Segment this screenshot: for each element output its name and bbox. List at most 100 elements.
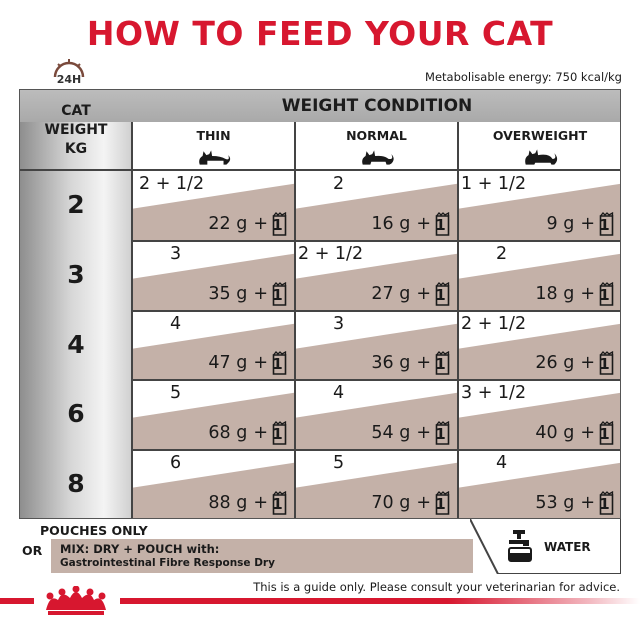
- pouch-wrap: 1: [597, 351, 614, 376]
- wet-amount: 68 g +1: [208, 421, 287, 445]
- ration-band: [132, 392, 295, 451]
- pouch-wrap: 1: [597, 281, 614, 306]
- pouch-icon: [435, 490, 450, 515]
- column-header-label: THIN: [196, 128, 231, 143]
- dry-amount: 4: [333, 383, 345, 404]
- cat-thin-icon: [198, 150, 230, 165]
- pouch-icon: [435, 281, 450, 306]
- pouch-wrap: 1: [433, 351, 450, 376]
- pouch-wrap: 1: [433, 281, 450, 306]
- pouch-count: 1: [599, 355, 610, 374]
- pouch-icon: [272, 421, 287, 445]
- pouch-wrap: 1: [433, 490, 450, 515]
- wet-grams: 47 g: [208, 353, 248, 374]
- plus-sign: +: [253, 353, 268, 374]
- column-header-overweight: OVERWEIGHT: [458, 122, 620, 170]
- pouch-icon: [272, 490, 287, 515]
- pouch-wrap: 1: [270, 421, 287, 445]
- ration-band: [458, 323, 620, 381]
- feeding-table: WEIGHT CONDITION CAT WEIGHT KG THIN NORMA…: [19, 89, 621, 519]
- pouch-wrap: 1: [597, 421, 614, 445]
- ration-band: [132, 323, 295, 381]
- dry-amount: 2: [496, 243, 508, 264]
- pouch-wrap: 1: [270, 281, 287, 306]
- ration-band: [295, 392, 458, 451]
- wet-amount: 47 g +1: [208, 351, 287, 376]
- cat-overweight-icon: [525, 149, 558, 165]
- dry-amount: 5: [333, 453, 345, 474]
- wet-amount: 26 g +1: [535, 351, 614, 376]
- or-label: OR: [22, 543, 43, 558]
- dry-amount: 4: [496, 453, 508, 474]
- wet-amount: 22 g +1: [208, 211, 287, 236]
- dry-amount: 2: [333, 174, 345, 194]
- ration-cell: 4 54 g +1: [295, 380, 458, 451]
- wet-amount: 36 g +1: [371, 351, 450, 376]
- column-header-normal: NORMAL: [295, 122, 458, 170]
- plus-sign: +: [580, 353, 595, 374]
- pouch-count: 1: [435, 355, 446, 374]
- column-separator: [457, 122, 459, 518]
- dry-amount: 1 + 1/2: [461, 174, 527, 194]
- plus-sign: +: [580, 492, 595, 513]
- weight-value: 6: [67, 399, 85, 429]
- wet-amount: 16 g +1: [371, 211, 450, 236]
- weight-condition-title: WEIGHT CONDITION: [281, 96, 473, 116]
- mix-product: Gastrointestinal Fibre Response Dry: [60, 557, 275, 569]
- dry-amount: 4: [170, 313, 182, 334]
- ration-cell: 3 + 1/2 40 g +1: [458, 380, 620, 451]
- wet-grams: 40 g: [535, 423, 575, 444]
- wet-grams: 26 g: [535, 353, 575, 374]
- cat-weight-header-line: KG: [64, 141, 88, 157]
- ration-cell: 3 35 g +1: [132, 241, 295, 311]
- wet-amount: 70 g +1: [371, 490, 450, 515]
- column-separator: [131, 122, 133, 518]
- cat-weight-header-line: WEIGHT: [44, 122, 108, 138]
- ration-cell: 6 88 g +1: [132, 450, 295, 518]
- pouch-wrap: 1: [270, 351, 287, 376]
- wet-grams: 68 g: [208, 423, 248, 444]
- ration-band: [458, 393, 620, 451]
- wet-amount: 40 g +1: [535, 421, 614, 445]
- plus-sign: +: [253, 213, 268, 234]
- ration-cell: 2 + 1/2 27 g +1: [295, 241, 458, 311]
- weight-value: 8: [67, 469, 85, 499]
- plus-sign: +: [580, 423, 595, 444]
- ration-band: [295, 183, 458, 241]
- wet-amount: 9 g +1: [547, 211, 614, 236]
- dry-amount: 3: [333, 313, 345, 334]
- pouch-count: 1: [599, 285, 610, 304]
- pouch-icon: [599, 281, 614, 306]
- pouch-count: 1: [272, 215, 283, 234]
- header-band: [20, 90, 620, 122]
- plus-sign: +: [253, 423, 268, 444]
- dry-amount: 2 + 1/2: [461, 313, 527, 334]
- column-header-label: NORMAL: [346, 128, 407, 143]
- ration-cell: 3 36 g +1: [295, 311, 458, 381]
- header-separator: [20, 169, 620, 171]
- row-separator: [132, 449, 620, 452]
- pouch-count: 1: [599, 215, 610, 234]
- pouch-count: 1: [272, 494, 283, 513]
- dry-amount: 3: [170, 243, 182, 264]
- mix-band: [51, 539, 473, 573]
- row-separator: [132, 379, 620, 382]
- ration-band: [458, 253, 620, 311]
- wet-amount: 54 g +1: [371, 421, 450, 445]
- row-separator: [132, 239, 620, 242]
- plus-sign: +: [416, 492, 431, 513]
- pouch-icon: [272, 281, 287, 306]
- plus-sign: +: [416, 283, 431, 304]
- pouch-count: 1: [435, 285, 446, 304]
- ration-cell: 4 47 g +1: [132, 311, 295, 381]
- dry-amount: 6: [170, 453, 182, 474]
- pouch-count: 1: [599, 494, 610, 513]
- ration-band: [295, 253, 458, 311]
- plus-sign: +: [416, 213, 431, 234]
- plus-sign: +: [580, 283, 595, 304]
- pouch-wrap: 1: [270, 211, 287, 236]
- wet-amount: 27 g +1: [371, 281, 450, 306]
- pouch-icon: [599, 490, 614, 515]
- pouch-icon: [272, 211, 287, 236]
- pouch-count: 1: [435, 494, 446, 513]
